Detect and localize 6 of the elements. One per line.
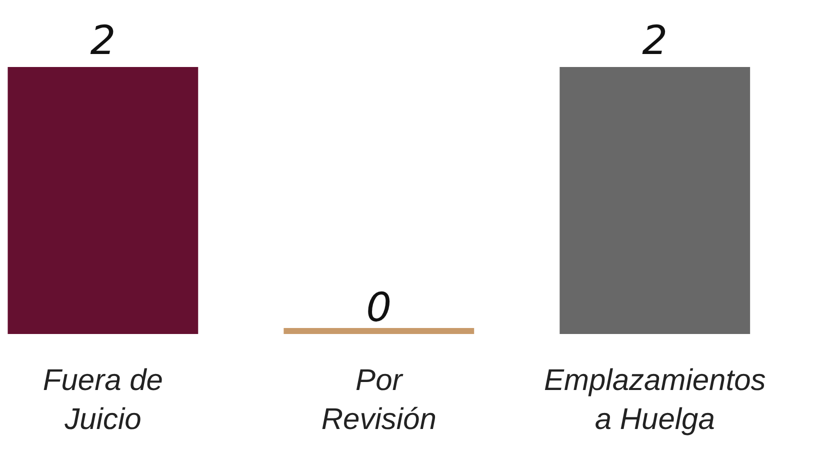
x-tick-label: Emplazamientos a Huelga bbox=[544, 364, 766, 436]
x-tick-label: Por Revisión bbox=[321, 364, 436, 436]
data-label: 2 bbox=[90, 18, 116, 64]
data-label: 2 bbox=[642, 18, 668, 64]
data-label: 0 bbox=[366, 285, 392, 331]
x-tick-label: Fuera de Juicio bbox=[42, 364, 163, 436]
